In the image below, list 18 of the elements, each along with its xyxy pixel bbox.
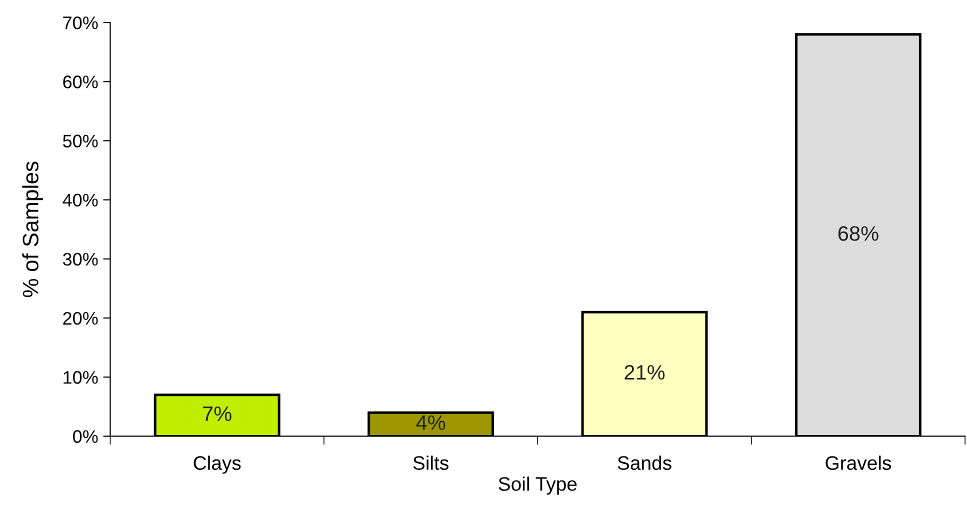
y-tick-label: 10% [64, 371, 98, 384]
y-tick-label: 30% [62, 252, 98, 266]
y-tick-label: 40% [62, 194, 98, 207]
data-label: 4% [416, 415, 446, 430]
y-tick-label: 60% [63, 76, 98, 88]
y-tick-label: 70% [63, 16, 98, 30]
y-axis-title: % of Samples [22, 162, 43, 298]
data-label: 21% [624, 365, 665, 380]
y-tick-label: 0% [73, 430, 98, 443]
x-tick-label: Sands [618, 456, 672, 470]
x-tick-label: Silts [413, 456, 448, 470]
x-tick-label: Gravels [826, 456, 892, 470]
data-label: 7% [203, 406, 232, 422]
data-label: 68% [838, 226, 878, 241]
y-tick-label: 50% [63, 134, 98, 148]
y-tick-label: 20% [63, 312, 98, 325]
x-axis-title: Soil Type [498, 476, 577, 495]
x-tick-label: Clays [194, 456, 241, 474]
